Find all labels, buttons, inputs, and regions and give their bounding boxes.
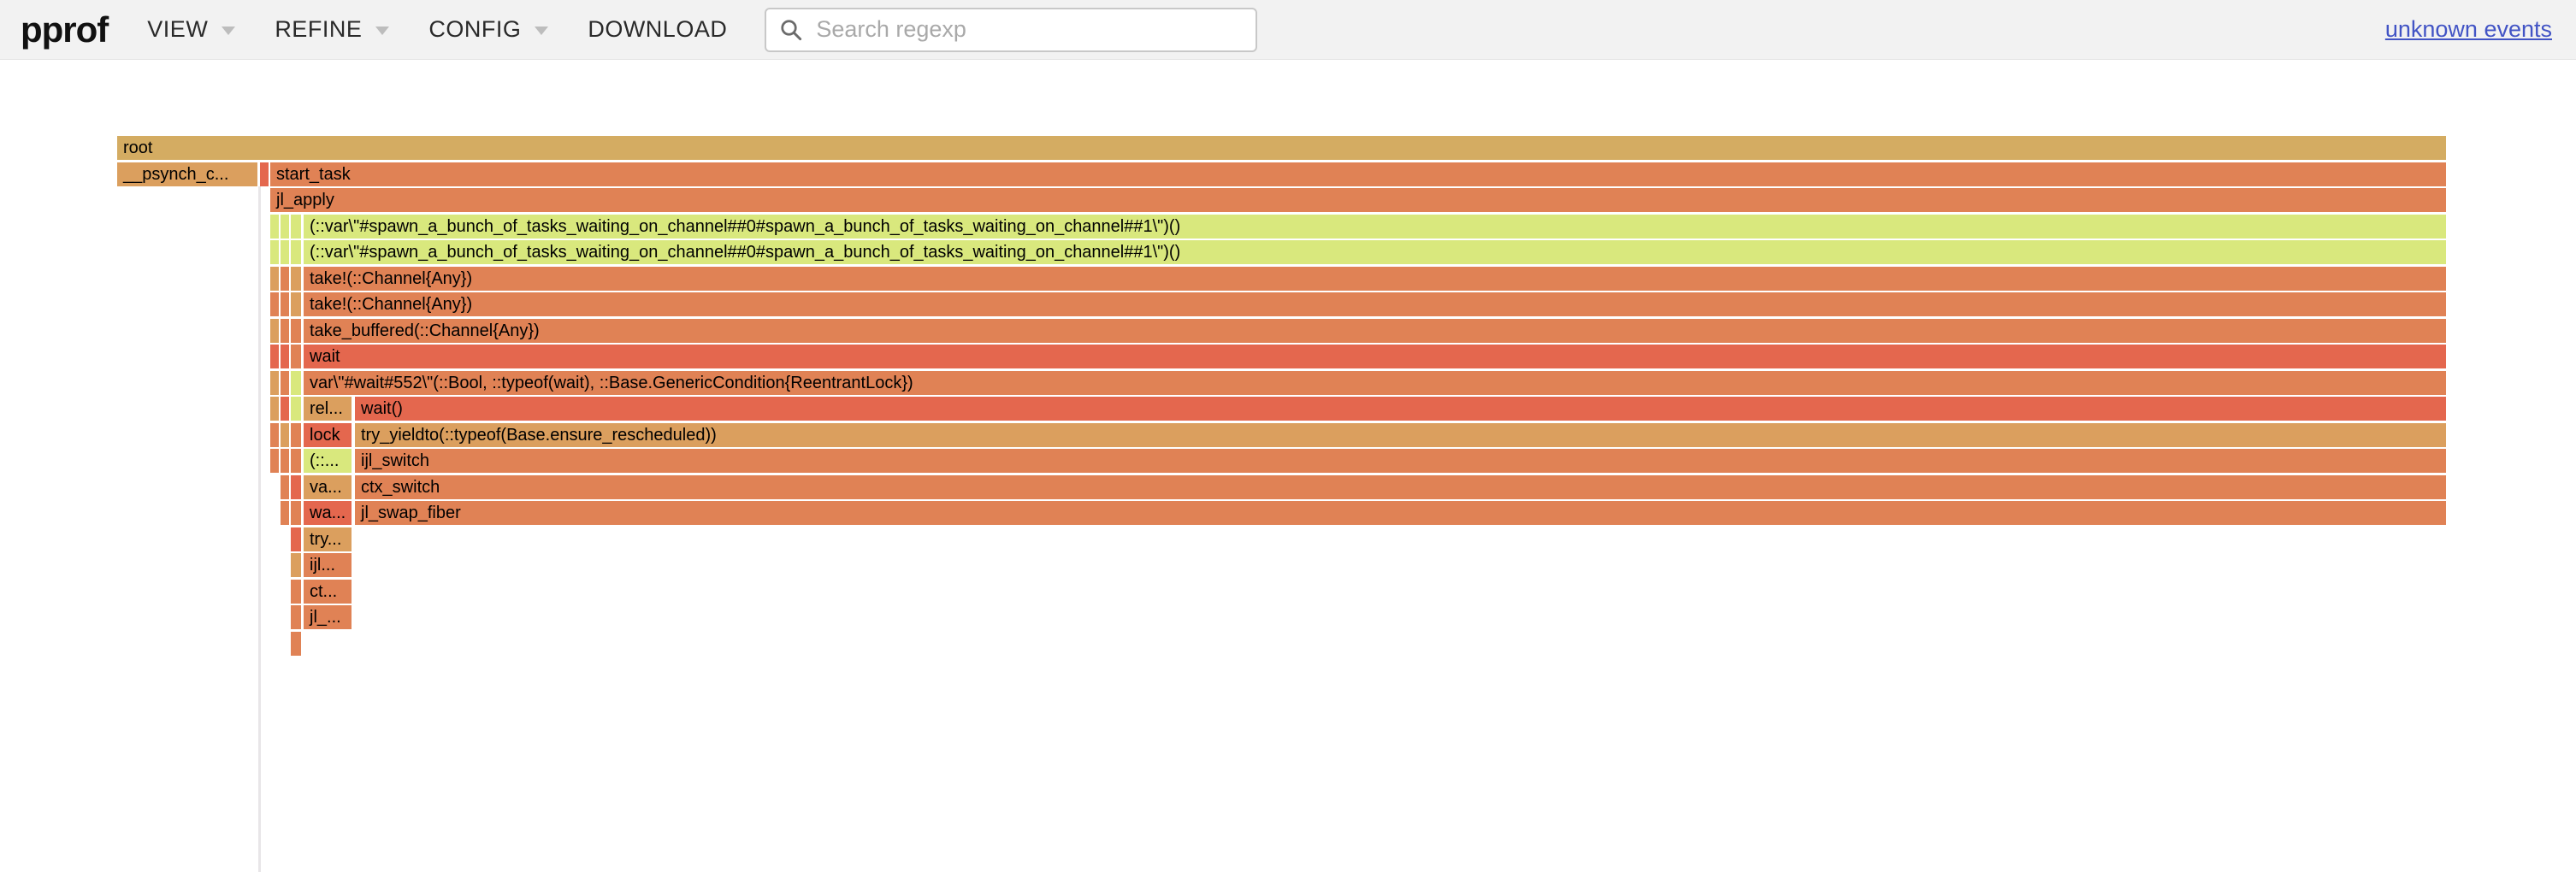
flame-box[interactable] [291,397,301,421]
menu-config[interactable]: CONFIG [428,16,549,43]
menu-view[interactable]: VIEW [147,16,236,43]
menu-download[interactable]: DOWNLOAD [588,16,727,43]
flame-box[interactable]: lock [304,423,352,447]
flame-box[interactable] [260,162,269,186]
flame-box[interactable] [291,345,301,368]
flame-box[interactable]: ctx_switch [355,475,2446,499]
flame-box[interactable] [270,423,279,447]
flame-box[interactable] [281,240,289,264]
chevron-down-icon [375,27,390,35]
flame-box[interactable] [291,267,301,291]
flame-box[interactable] [270,292,279,316]
flame-box[interactable] [281,397,289,421]
flame-box[interactable]: ct... [304,580,352,604]
flame-box[interactable]: rel... [304,397,352,421]
menu-download-label: DOWNLOAD [588,16,728,42]
search-input[interactable] [814,15,1229,44]
flame-box[interactable]: var\"#wait#552\"(::Bool, ::typeof(wait),… [304,371,2446,395]
unknown-events-link[interactable]: unknown events [2384,16,2552,42]
flame-box[interactable]: try... [304,527,352,551]
flame-box[interactable]: wait [304,345,2446,368]
flame-box[interactable]: (::var\"#spawn_a_bunch_of_tasks_waiting_… [304,215,2446,239]
flame-box[interactable]: jl_... [304,605,352,629]
flame-box[interactable]: ijl_switch [355,449,2446,473]
flame-box[interactable] [270,345,279,368]
flame-box[interactable]: take!(::Channel{Any}) [304,292,2446,316]
menu-config-label: CONFIG [428,16,522,42]
flame-box[interactable]: (::var\"#spawn_a_bunch_of_tasks_waiting_… [304,240,2446,264]
flame-box[interactable] [291,319,301,343]
flame-box[interactable] [281,423,289,447]
flame-box[interactable] [291,215,301,239]
flame-box[interactable] [270,215,279,239]
flame-box[interactable]: wa... [304,501,352,525]
flame-box[interactable] [291,240,301,264]
flame-box[interactable]: jl_apply [270,188,2446,212]
flame-box[interactable] [291,475,301,499]
search-icon [781,19,802,40]
flame-box[interactable] [281,475,289,499]
flame-box[interactable] [281,501,289,525]
menu-view-label: VIEW [147,16,209,42]
flame-box[interactable]: try_yieldto(::typeof(Base.ensure_resched… [355,423,2446,447]
stack-divider [258,186,261,872]
flame-box[interactable] [281,292,289,316]
flame-box[interactable] [270,267,279,291]
flame-box[interactable]: __psynch_c... [117,162,257,186]
toolbar: pprof VIEW REFINE CONFIG DOWNLOAD unknow… [0,0,2576,60]
flame-box[interactable] [270,397,279,421]
menu-refine-label: REFINE [275,16,363,42]
flame-box[interactable] [281,449,289,473]
flame-box[interactable]: ijl... [304,553,352,577]
flame-box[interactable] [291,605,301,629]
chevron-down-icon [222,27,236,35]
flame-box[interactable] [291,371,301,395]
flame-box[interactable]: take_buffered(::Channel{Any}) [304,319,2446,343]
flame-box[interactable] [281,371,289,395]
flame-box[interactable] [291,423,301,447]
flame-box[interactable]: jl_swap_fiber [355,501,2446,525]
flame-box[interactable] [281,319,289,343]
flame-box[interactable] [291,553,301,577]
flame-box[interactable] [270,449,279,473]
flame-box[interactable] [291,527,301,551]
flame-box[interactable] [291,580,301,604]
flame-box[interactable]: wait() [355,397,2446,421]
flame-box[interactable]: (::... [304,449,352,473]
flame-box[interactable]: va... [304,475,352,499]
flame-box[interactable] [281,345,289,368]
flame-box[interactable]: root [117,136,2446,160]
flame-box[interactable] [291,632,301,656]
chevron-down-icon [535,27,549,35]
menu-refine[interactable]: REFINE [275,16,390,43]
flame-box[interactable] [281,267,289,291]
flame-box[interactable] [291,449,301,473]
flame-box[interactable] [291,292,301,316]
flame-box[interactable] [270,319,279,343]
flame-box[interactable] [270,240,279,264]
flamegraph: root __psynch_c... start_task jl_apply(::va… [0,60,2576,872]
search-box[interactable] [765,7,1258,52]
pprof-logo: pprof [21,9,109,50]
flame-box[interactable] [270,371,279,395]
flame-box[interactable]: start_task [270,162,2446,186]
flame-box[interactable]: take!(::Channel{Any}) [304,267,2446,291]
flame-box[interactable] [281,215,289,239]
flame-box[interactable] [291,501,301,525]
